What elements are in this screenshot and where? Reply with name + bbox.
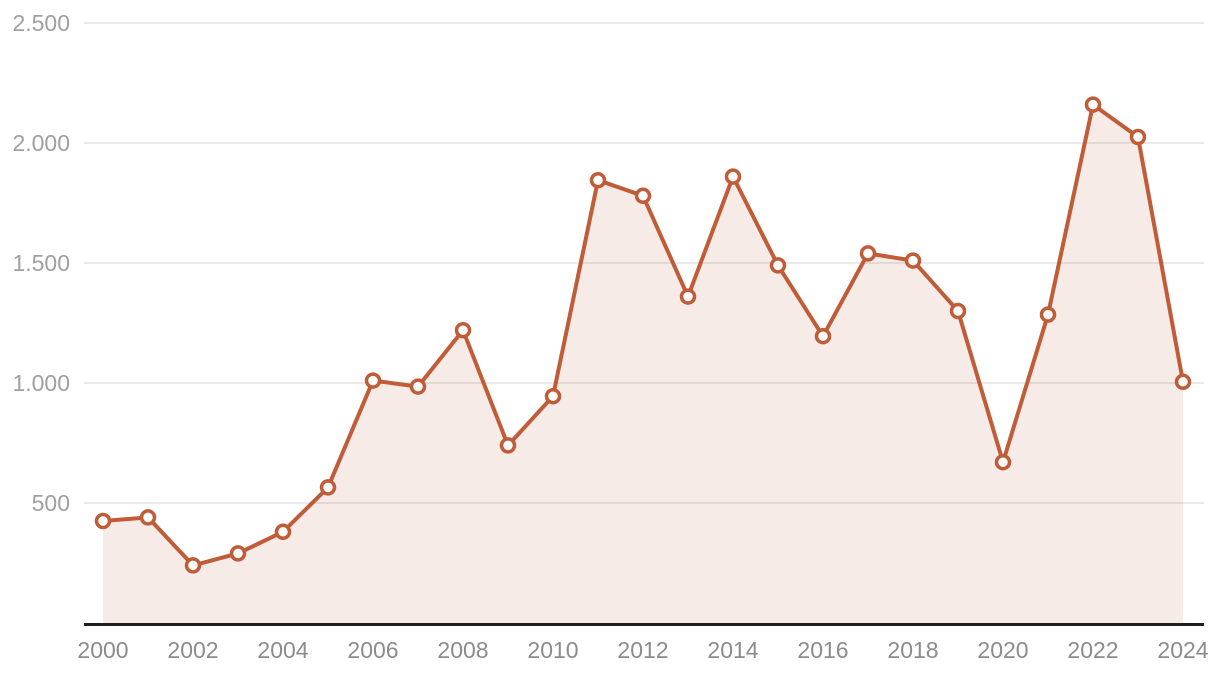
x-axis-tick-label: 2022: [1067, 637, 1118, 663]
data-point-2019[interactable]: [949, 302, 967, 320]
y-axis-tick-label: 1.500: [12, 250, 70, 276]
x-axis-tick-label: 2014: [707, 637, 758, 663]
x-axis-tick-label: 2006: [347, 637, 398, 663]
data-point-2008[interactable]: [454, 321, 472, 339]
x-axis-tick-label: 2004: [257, 637, 308, 663]
y-axis-tick-label: 500: [32, 490, 70, 516]
data-point-2005[interactable]: [319, 479, 337, 496]
data-point-2000[interactable]: [94, 512, 112, 530]
data-point-2023[interactable]: [1129, 128, 1147, 146]
data-point-2015[interactable]: [769, 257, 787, 274]
x-axis-tick-label: 2008: [437, 637, 488, 663]
data-point-2009[interactable]: [499, 437, 517, 454]
data-point-2004[interactable]: [274, 523, 292, 541]
x-axis-tick-label: 2010: [527, 637, 578, 663]
y-axis-tick-label: 2.500: [12, 10, 70, 36]
data-point-2018[interactable]: [904, 252, 922, 269]
x-axis-tick-label: 2000: [77, 637, 128, 663]
data-point-2010[interactable]: [544, 387, 562, 405]
data-point-2024[interactable]: [1174, 373, 1192, 391]
y-axis-tick-label: 1.000: [12, 370, 70, 396]
data-point-2006[interactable]: [364, 372, 382, 389]
area-fill: [103, 104, 1183, 624]
x-axis-tick-label: 2024: [1157, 637, 1208, 663]
data-point-2014[interactable]: [724, 168, 742, 185]
data-point-2017[interactable]: [859, 245, 877, 262]
x-axis-tick-label: 2020: [977, 637, 1028, 663]
data-point-2011[interactable]: [589, 171, 607, 189]
data-point-2021[interactable]: [1039, 306, 1057, 323]
data-point-2013[interactable]: [679, 288, 697, 305]
x-axis-tick-label: 2002: [167, 637, 218, 663]
data-point-2016[interactable]: [814, 327, 832, 345]
data-point-2002[interactable]: [184, 557, 202, 574]
data-point-2001[interactable]: [139, 509, 157, 526]
data-point-2022[interactable]: [1084, 96, 1102, 113]
data-point-2007[interactable]: [409, 378, 427, 395]
x-axis-tick-label: 2018: [887, 637, 938, 663]
x-axis-tick-label: 2016: [797, 637, 848, 663]
data-point-2012[interactable]: [634, 187, 652, 205]
x-axis-tick-label: 2012: [617, 637, 668, 663]
y-axis-tick-label: 2.000: [12, 130, 70, 156]
data-point-2003[interactable]: [229, 545, 247, 562]
data-point-2020[interactable]: [994, 453, 1012, 471]
